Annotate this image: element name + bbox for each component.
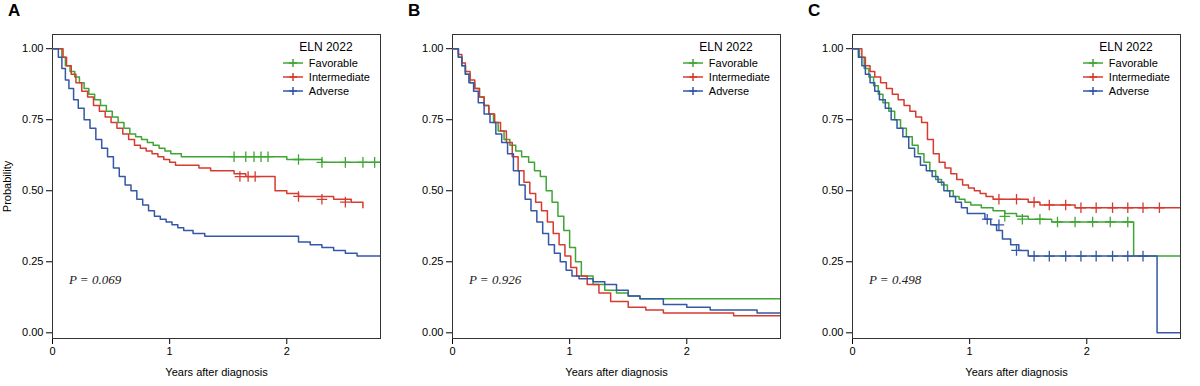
svg-text:0.25: 0.25 <box>22 255 43 267</box>
html-text:Favorable: Favorable <box>1108 57 1158 69</box>
svg-text:0.75: 0.75 <box>422 113 443 125</box>
html-text:A: A <box>8 1 21 20</box>
svg-text:1.00: 1.00 <box>822 42 843 54</box>
svg-text:Probability: Probability <box>1 160 13 212</box>
svg-text:0: 0 <box>849 345 855 357</box>
svg-text:2: 2 <box>684 345 690 357</box>
html-text:Adverse: Adverse <box>308 85 350 97</box>
svg-text:0.50: 0.50 <box>22 184 43 196</box>
html-text:Intermediate: Intermediate <box>1108 71 1170 83</box>
svg-text:0.00: 0.00 <box>822 326 843 338</box>
svg-text:0.00: 0.00 <box>422 326 443 338</box>
svg-text:0: 0 <box>449 345 455 357</box>
html-text:Favorable: Favorable <box>308 57 358 69</box>
html-text:ELN 2022: ELN 2022 <box>1099 40 1153 54</box>
html-text:ELN 2022: ELN 2022 <box>699 40 753 54</box>
svg-text:Years after diagnosis: Years after diagnosis <box>565 366 668 378</box>
svg-text:0.50: 0.50 <box>422 184 443 196</box>
html-text:Intermediate: Intermediate <box>308 71 370 83</box>
svg-text:Years after diagnosis: Years after diagnosis <box>965 366 1068 378</box>
svg-text:0.75: 0.75 <box>22 113 43 125</box>
html-text:C: C <box>808 1 821 20</box>
html-text:Adverse: Adverse <box>708 85 750 97</box>
html-text:Intermediate: Intermediate <box>708 71 770 83</box>
svg-text:0.00: 0.00 <box>22 326 43 338</box>
svg-text:P = 0.069: P = 0.069 <box>68 272 122 287</box>
svg-text:0.25: 0.25 <box>822 255 843 267</box>
svg-text:2: 2 <box>1084 345 1090 357</box>
html-text:B: B <box>408 1 421 20</box>
svg-text:P = 0.498: P = 0.498 <box>868 272 922 287</box>
svg-text:2: 2 <box>284 345 290 357</box>
svg-text:1.00: 1.00 <box>422 42 443 54</box>
svg-text:0: 0 <box>49 345 55 357</box>
svg-text:1.00: 1.00 <box>22 42 43 54</box>
svg-text:0.75: 0.75 <box>822 113 843 125</box>
html-text:ELN 2022: ELN 2022 <box>299 40 353 54</box>
svg-text:1: 1 <box>167 345 173 357</box>
svg-text:0.50: 0.50 <box>822 184 843 196</box>
svg-text:Years after diagnosis: Years after diagnosis <box>165 366 268 378</box>
html-text:Adverse: Adverse <box>1108 85 1150 97</box>
html-text:Favorable: Favorable <box>708 57 758 69</box>
svg-text:1: 1 <box>567 345 573 357</box>
svg-text:P = 0.926: P = 0.926 <box>468 272 522 287</box>
svg-text:0.25: 0.25 <box>422 255 443 267</box>
svg-text:1: 1 <box>967 345 973 357</box>
